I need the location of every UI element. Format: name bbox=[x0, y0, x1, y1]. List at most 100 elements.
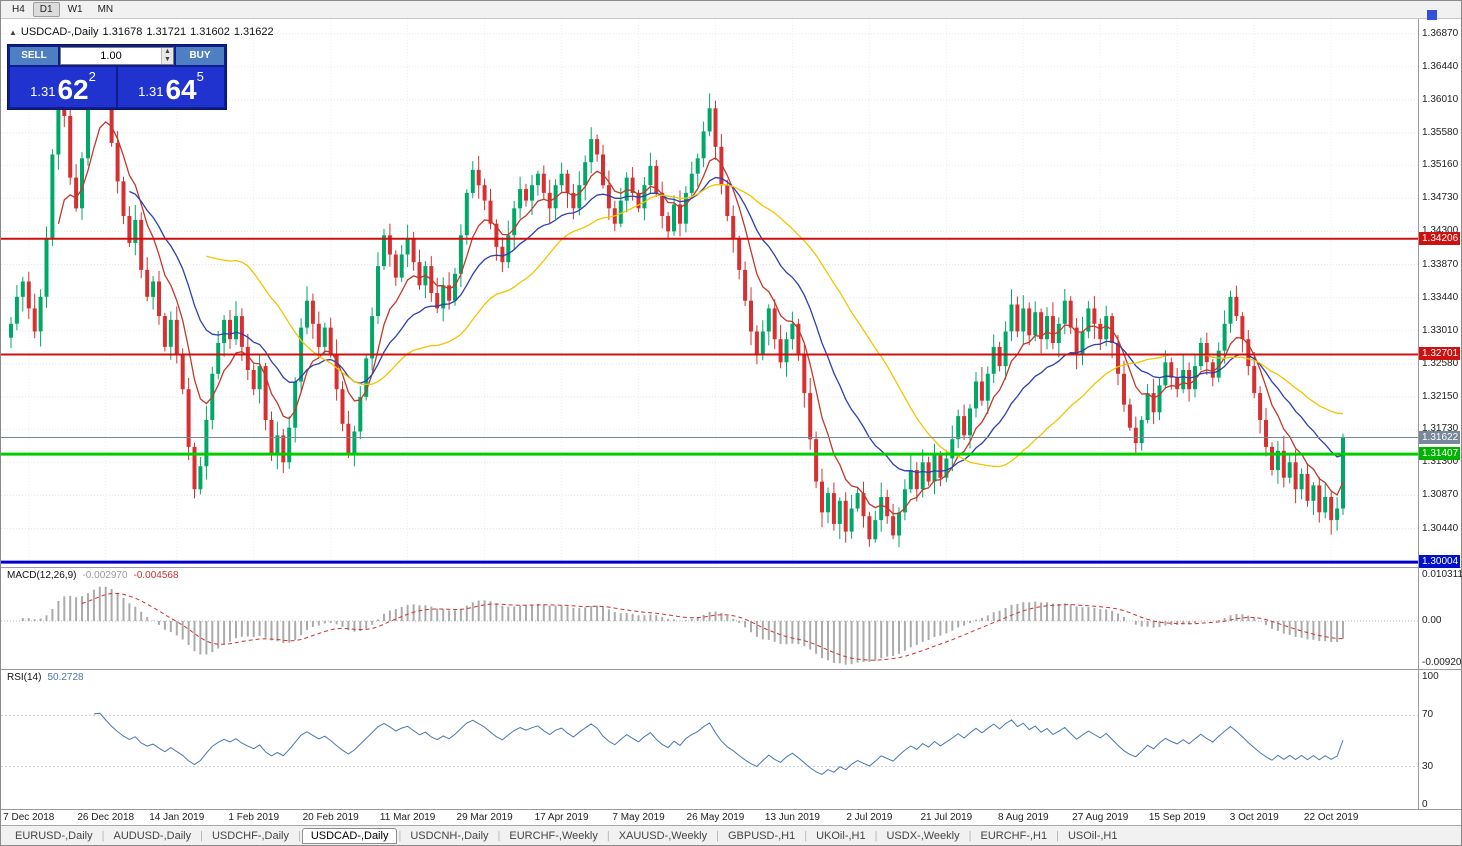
price-axis-label: 1.32580 bbox=[1422, 357, 1459, 369]
chart-tab-usdcad-daily[interactable]: USDCAD-,Daily bbox=[301, 827, 398, 844]
chart-tab-eurchf-h1[interactable]: EURCHF-,H1 bbox=[980, 829, 1048, 842]
rsi-scale-label: 0 bbox=[1422, 799, 1428, 810]
rsi-scale-label: 30 bbox=[1422, 761, 1434, 772]
tab-separator: | bbox=[874, 829, 878, 842]
price-tag: 1.31622 bbox=[1419, 430, 1460, 444]
chart-symbol-label: USDCAD-,Daily bbox=[20, 26, 99, 38]
ohlc-open: 1.31678 bbox=[102, 26, 143, 38]
pane-splitter[interactable] bbox=[1, 567, 1461, 568]
price-axis-label: 1.33440 bbox=[1422, 291, 1459, 303]
date-axis-label: 3 Oct 2019 bbox=[1229, 812, 1279, 823]
timeframe-toolbar: H4 D1 W1 MN bbox=[1, 1, 1461, 19]
price-axis[interactable]: 1.36870 1.36440 1.36010 1.35580 1.35160 1.347… bbox=[1418, 19, 1462, 810]
date-axis-label: 27 Aug 2019 bbox=[1072, 812, 1129, 823]
sell-price-sup: 2 bbox=[88, 69, 96, 84]
chart-window: ▲ USDCAD-,Daily 1.31678 1.31721 1.31602 1.316… bbox=[1, 19, 1462, 827]
date-axis-label: 15 Sep 2019 bbox=[1148, 812, 1206, 823]
rsi-label: RSI(14) 50.2728 bbox=[7, 672, 84, 683]
date-axis-label: 22 Oct 2019 bbox=[1303, 812, 1359, 823]
price-tag: 1.30004 bbox=[1419, 555, 1460, 569]
chart-tab-usdx-weekly[interactable]: USDX-,Weekly bbox=[886, 829, 960, 842]
price-axis-label: 1.36440 bbox=[1422, 60, 1459, 72]
price-axis-label: 1.34730 bbox=[1422, 192, 1459, 204]
price-axis-label: 1.31300 bbox=[1422, 456, 1459, 468]
one-click-trading-panel: SELL 1.00 ▲ ▼ BUY 1.31 62 2 1.31 64 5 bbox=[8, 45, 226, 109]
tab-separator: | bbox=[804, 829, 808, 842]
macd-label: MACD(12,26,9) -0.002970 -0.004568 bbox=[7, 570, 179, 581]
timeframe-buttons: H4 D1 W1 MN bbox=[5, 2, 120, 17]
chart-tab-gbpusd-h1[interactable]: GBPUSD-,H1 bbox=[727, 829, 796, 842]
macd-canvas[interactable] bbox=[1, 567, 1418, 669]
price-tag: 1.32701 bbox=[1419, 347, 1460, 361]
price-tag: 1.34206 bbox=[1419, 231, 1460, 245]
tab-separator: | bbox=[101, 829, 105, 842]
pane-splitter[interactable] bbox=[1, 669, 1461, 670]
chart-ohlc-header: ▲ USDCAD-,Daily 1.31678 1.31721 1.31602 1.316… bbox=[9, 26, 278, 38]
price-axis-label: 1.35580 bbox=[1422, 126, 1459, 138]
rsi-pane[interactable]: RSI(14) 50.2728 bbox=[1, 669, 1418, 809]
tab-separator: | bbox=[497, 829, 501, 842]
rsi-canvas[interactable] bbox=[1, 669, 1418, 809]
one-click-collapse-icon[interactable]: ▲ bbox=[9, 28, 17, 37]
chart-shift-marker[interactable] bbox=[1427, 10, 1437, 20]
price-axis-label: 1.36010 bbox=[1422, 93, 1459, 105]
sell-price-display[interactable]: 1.31 62 2 bbox=[10, 67, 116, 107]
volume-increase-button[interactable]: ▲ bbox=[162, 48, 173, 56]
date-axis-label: 17 Apr 2019 bbox=[534, 812, 589, 823]
tab-separator: | bbox=[297, 829, 301, 842]
date-axis-label: 1 Feb 2019 bbox=[228, 812, 280, 823]
price-chart-canvas[interactable] bbox=[1, 19, 1418, 567]
axis-splitter bbox=[1, 809, 1461, 810]
volume-field[interactable]: 1.00 ▲ ▼ bbox=[60, 47, 174, 65]
date-axis-label: 29 Mar 2019 bbox=[456, 812, 513, 823]
time-axis[interactable]: 7 Dec 2018 26 Dec 2018 14 Jan 2019 1 Feb 20… bbox=[1, 809, 1461, 827]
chart-tab-ukoil-h1[interactable]: UKOil-,H1 bbox=[816, 829, 866, 842]
timeframe-button-w1[interactable]: W1 bbox=[67, 4, 83, 15]
price-axis-label: 1.32150 bbox=[1422, 390, 1459, 402]
timeframe-button-h4[interactable]: H4 bbox=[12, 4, 25, 15]
axis-divider bbox=[1418, 19, 1419, 809]
price-axis-label: 1.35160 bbox=[1422, 159, 1459, 171]
price-pane[interactable]: ▲ USDCAD-,Daily 1.31678 1.31721 1.31602 1.316… bbox=[1, 19, 1418, 567]
chart-tab-usdchf-daily[interactable]: USDCHF-,Daily bbox=[211, 829, 289, 842]
price-axis-label: 1.30440 bbox=[1422, 522, 1459, 534]
chart-tab-usdcnh-daily[interactable]: USDCNH-,Daily bbox=[410, 829, 489, 842]
tab-separator: | bbox=[200, 829, 203, 842]
ohlc-low: 1.31602 bbox=[190, 26, 230, 38]
tab-separator: | bbox=[606, 829, 610, 842]
date-axis-label: 2 Jul 2019 bbox=[846, 812, 893, 823]
price-axis-label: 1.33010 bbox=[1422, 324, 1459, 336]
sell-price-prefix: 1.31 bbox=[30, 84, 56, 99]
tab-separator: | bbox=[716, 829, 719, 842]
chart-tab-eurusd-daily[interactable]: EURUSD-,Daily bbox=[15, 829, 93, 842]
price-axis-label: 1.30870 bbox=[1422, 489, 1459, 501]
price-tag: 1.31407 bbox=[1419, 447, 1460, 461]
volume-decrease-button[interactable]: ▼ bbox=[162, 56, 173, 64]
sell-button[interactable]: SELL bbox=[10, 47, 58, 65]
price-axis-label: 1.33870 bbox=[1422, 258, 1459, 270]
chart-tab-usoil-h1[interactable]: USOil-,H1 bbox=[1067, 829, 1118, 842]
date-axis-label: 11 Mar 2019 bbox=[379, 812, 436, 823]
buy-button[interactable]: BUY bbox=[176, 47, 224, 65]
date-axis-label: 7 Dec 2018 bbox=[3, 812, 55, 823]
date-axis-label: 13 Jun 2019 bbox=[764, 812, 820, 823]
macd-scale-label: 0.00 bbox=[1422, 615, 1442, 626]
date-axis-label: 14 Jan 2019 bbox=[149, 812, 205, 823]
price-axis-label: 1.34300 bbox=[1422, 225, 1458, 236]
chart-tab-xauusd-weekly[interactable]: XAUUSD-,Weekly bbox=[618, 829, 708, 842]
tab-separator: | bbox=[398, 829, 402, 842]
buy-price-display[interactable]: 1.31 64 5 bbox=[118, 67, 224, 107]
macd-scale-label: -0.009203 bbox=[1422, 657, 1462, 668]
timeframe-button-mn[interactable]: MN bbox=[97, 4, 114, 15]
date-axis-label: 26 May 2019 bbox=[686, 812, 745, 823]
ohlc-high: 1.31721 bbox=[146, 26, 187, 38]
tab-separator: | bbox=[968, 829, 972, 842]
macd-signal-value: -0.004568 bbox=[133, 570, 179, 581]
chart-tabs-bar: EURUSD-,Daily | AUDUSD-,Daily | USDCHF-,Dail… bbox=[1, 825, 1461, 845]
macd-pane[interactable]: MACD(12,26,9) -0.002970 -0.004568 bbox=[1, 567, 1418, 669]
tab-separator: | bbox=[1056, 829, 1059, 842]
macd-main-value: -0.002970 bbox=[82, 570, 128, 581]
chart-tab-audusd-daily[interactable]: AUDUSD-,Daily bbox=[113, 829, 192, 842]
chart-tab-eurchf-weekly[interactable]: EURCHF-,Weekly bbox=[509, 829, 598, 842]
timeframe-button-d1[interactable]: D1 bbox=[32, 2, 60, 17]
